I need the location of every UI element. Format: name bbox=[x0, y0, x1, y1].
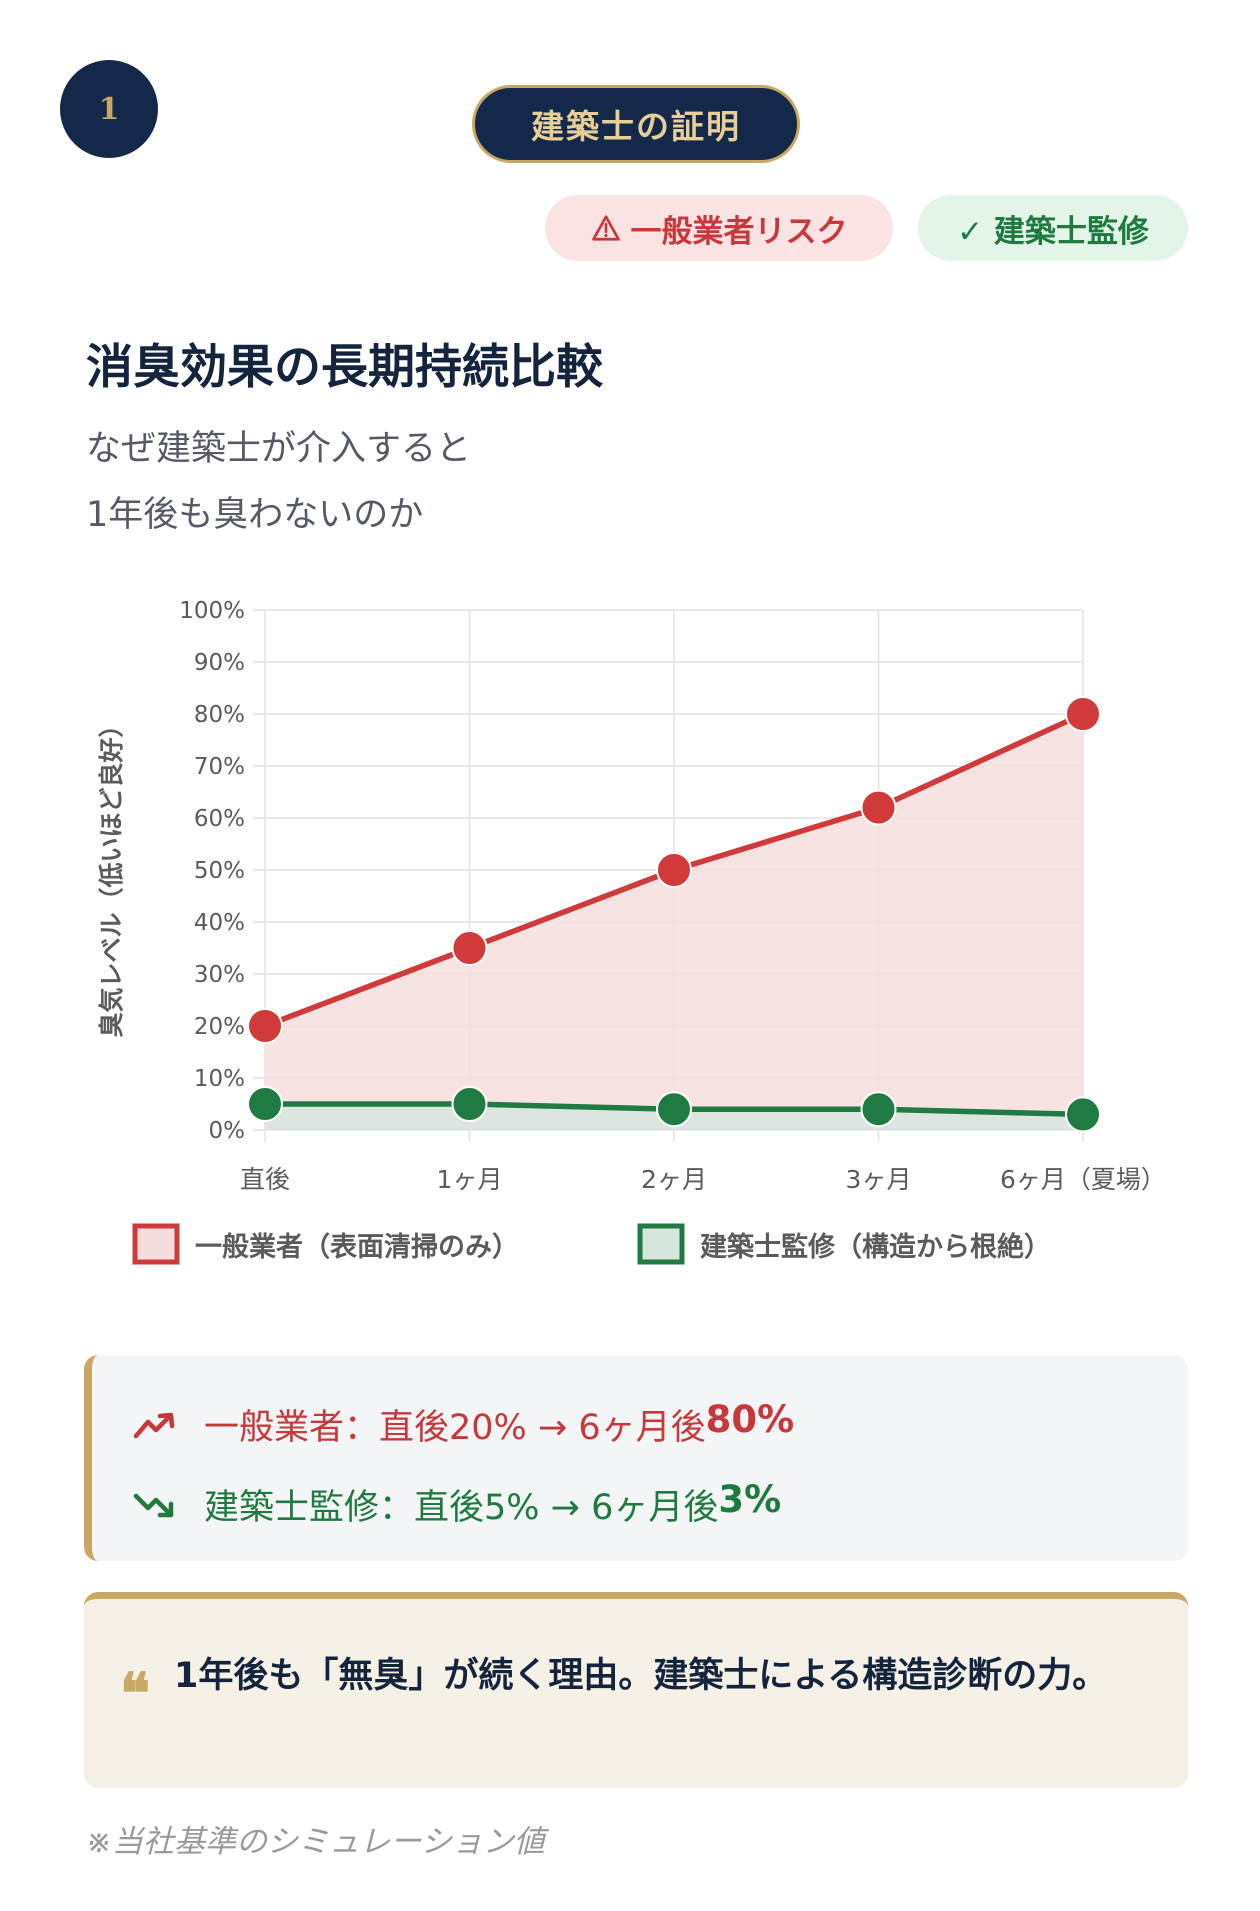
y-tick-label: 30% bbox=[194, 962, 245, 988]
data-point bbox=[1065, 1096, 1101, 1133]
y-tick-label: 10% bbox=[194, 1066, 245, 1092]
quote-icon: ❝ bbox=[120, 1661, 151, 1727]
data-point bbox=[451, 930, 488, 966]
proof-label-pill: 建築士の証明 bbox=[472, 85, 800, 163]
y-tick-label: 70% bbox=[194, 754, 245, 780]
trending-up-icon bbox=[133, 1412, 175, 1438]
legend-label: 一般業者（表面清掃のみ） bbox=[195, 1231, 519, 1263]
y-tick-label: 90% bbox=[194, 650, 245, 676]
data-point bbox=[1065, 696, 1101, 732]
step-number: 1 bbox=[98, 91, 120, 127]
y-tick-label: 100% bbox=[179, 598, 245, 624]
x-tick-label: 6ヶ月（夏場） bbox=[1000, 1165, 1166, 1194]
summary-architect-value: 3% bbox=[718, 1478, 782, 1521]
summary-line-general: 一般業者：直後20% → 6ヶ月後 80% bbox=[132, 1398, 795, 1450]
summary-box: 一般業者：直後20% → 6ヶ月後 80% 建築士監修：直後5% → 6ヶ月後 … bbox=[84, 1355, 1188, 1561]
simulation-note: ※当社基準のシミュレーション値 bbox=[86, 1824, 545, 1860]
legend-swatch bbox=[637, 1223, 685, 1265]
risk-tag: 一般業者リスク bbox=[545, 195, 893, 261]
data-point bbox=[451, 1086, 488, 1122]
legend-label: 建築士監修（構造から根絶） bbox=[700, 1231, 1051, 1263]
quote-box: ❝ 1年後も「無臭」が続く理由。建築士による構造診断の力。 bbox=[84, 1592, 1188, 1788]
y-axis-label: 臭気レベル（低いほど良好） bbox=[97, 712, 126, 1037]
proof-label: 建築士の証明 bbox=[531, 107, 741, 146]
supervised-tag-label: ✓ 建築士監修 bbox=[957, 213, 1149, 250]
x-tick-label: 1ヶ月 bbox=[437, 1165, 503, 1194]
y-tick-label: 50% bbox=[194, 858, 245, 884]
warning-icon bbox=[591, 215, 620, 241]
x-tick-label: 直後 bbox=[240, 1165, 290, 1194]
data-point bbox=[656, 1091, 692, 1128]
summary-line-architect: 建築士監修：直後5% → 6ヶ月後 3% bbox=[132, 1478, 782, 1530]
summary-general-text: 一般業者：直後20% → 6ヶ月後 bbox=[204, 1408, 706, 1448]
trending-down-icon bbox=[133, 1493, 174, 1517]
data-point bbox=[860, 1091, 897, 1128]
supervised-tag: ✓ 建築士監修 bbox=[918, 195, 1188, 261]
y-tick-label: 60% bbox=[194, 806, 245, 832]
risk-tag-label: 一般業者リスク bbox=[630, 213, 848, 250]
data-point bbox=[247, 1086, 283, 1122]
odor-comparison-chart: 100% 90% 80% 70% 60% 50% 40% 30% 20% 10% 0% 直後 1ヶ月 2ヶ… bbox=[97, 598, 1166, 1265]
data-point bbox=[247, 1008, 283, 1044]
x-tick-label: 3ヶ月 bbox=[846, 1165, 912, 1194]
subtitle-line1: なぜ建築士が介入すると bbox=[86, 429, 472, 469]
y-tick-label: 40% bbox=[194, 910, 245, 936]
quote-text: 1年後も「無臭」が続く理由。建築士による構造診断の力。 bbox=[174, 1656, 1108, 1696]
legend-swatch bbox=[132, 1223, 180, 1265]
data-point bbox=[860, 789, 897, 826]
summary-architect-text: 建築士監修：直後5% → 6ヶ月後 bbox=[204, 1488, 719, 1528]
x-tick-label: 2ヶ月 bbox=[641, 1165, 707, 1194]
y-tick-label: 80% bbox=[194, 702, 245, 728]
page-title: 消臭効果の長期持続比較 bbox=[86, 340, 603, 395]
subtitle-line2: 1年後も臭わないのか bbox=[86, 495, 424, 535]
summary-general-value: 80% bbox=[705, 1398, 795, 1441]
y-tick-label: 20% bbox=[194, 1014, 245, 1040]
data-point bbox=[656, 852, 692, 888]
y-tick-label: 0% bbox=[209, 1118, 246, 1144]
step-number-badge: 1 bbox=[60, 60, 158, 158]
